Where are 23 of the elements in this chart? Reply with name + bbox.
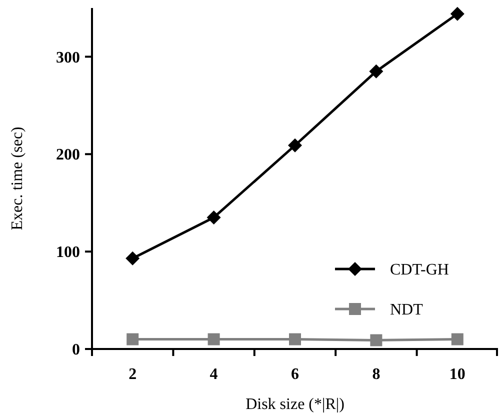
y-axis-title: Exec. time (sec) <box>9 126 26 230</box>
y-tick-label: 0 <box>72 342 80 359</box>
point <box>369 64 384 78</box>
point <box>126 251 140 266</box>
x-tick-label: 8 <box>372 366 380 383</box>
point <box>450 6 464 21</box>
point <box>451 333 464 346</box>
point <box>126 333 139 346</box>
y-tick-label: 300 <box>56 49 80 66</box>
y-tick-label: 200 <box>56 146 80 164</box>
x-tick-label: 6 <box>291 366 299 383</box>
x-axis-title: Disk size (*|R|) <box>246 396 344 413</box>
x-tick-label: 4 <box>210 366 218 383</box>
point <box>206 210 221 224</box>
point <box>288 138 302 152</box>
point <box>370 334 382 346</box>
y-tick-label: 100 <box>56 244 80 262</box>
legend-label: NDT <box>390 302 424 319</box>
x-tick-label: 10 <box>449 366 466 383</box>
point <box>208 333 220 346</box>
x-tick-label: 2 <box>128 366 137 383</box>
legend-label: CDT-GH <box>390 262 450 279</box>
point <box>289 333 301 346</box>
